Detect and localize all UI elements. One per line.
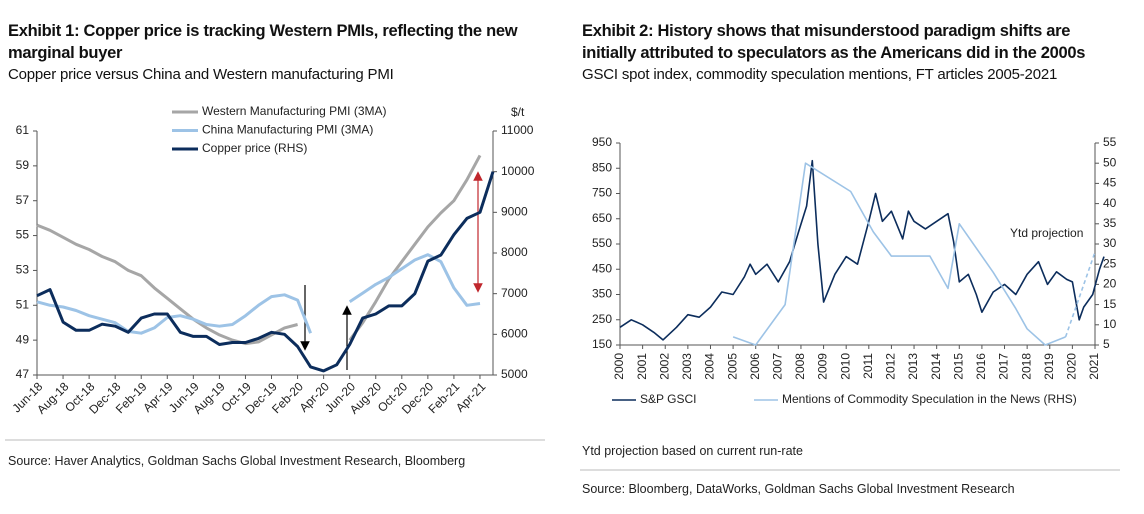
y2-tick-label: 35 xyxy=(1103,216,1117,230)
y-tick-label: 53 xyxy=(16,263,30,277)
y2-tick-label: 50 xyxy=(1103,155,1117,169)
chart-subtitle: GSCI spot index, commodity speculation m… xyxy=(582,66,1058,83)
y-tick-label: 59 xyxy=(16,158,30,172)
series-line xyxy=(36,154,482,346)
legend-label: Copper price (RHS) xyxy=(202,141,307,155)
y-tick-label: 150 xyxy=(592,337,612,351)
y-tick-label: 950 xyxy=(592,135,612,149)
y2-tick-label: 6000 xyxy=(501,327,528,341)
y2-tick-label: 55 xyxy=(1103,135,1117,149)
x-tick-label: 2010 xyxy=(838,353,852,380)
y2-tick-label: 15 xyxy=(1103,297,1117,311)
note: Ytd projection based on current run-rate xyxy=(582,444,803,458)
y-tick-label: 350 xyxy=(592,287,612,301)
x-tick-label: 2009 xyxy=(816,353,830,380)
y-tick-label: 450 xyxy=(592,261,612,275)
y2-tick-label: 40 xyxy=(1103,196,1117,210)
y-tick-label: 49 xyxy=(16,332,30,346)
series-line xyxy=(619,159,1105,341)
x-tick-label: 2001 xyxy=(635,353,649,380)
legend-label: China Manufacturing PMI (3MA) xyxy=(202,123,373,137)
y-tick-label: 51 xyxy=(16,297,30,311)
y2-tick-label: 10000 xyxy=(501,164,535,178)
x-tick-label: 2008 xyxy=(793,353,807,380)
x-tick-label: 2020 xyxy=(1065,353,1079,380)
x-tick-label: 2015 xyxy=(951,353,965,380)
y2-tick-label: 10 xyxy=(1103,317,1117,331)
legend-label: S&P GSCI xyxy=(640,392,696,406)
y2-tick-label: 8000 xyxy=(501,245,528,259)
y-tick-label: 650 xyxy=(592,211,612,225)
x-tick-label: 2006 xyxy=(748,353,762,380)
x-tick-label: 2013 xyxy=(906,353,920,380)
x-tick-label: 2014 xyxy=(929,353,943,380)
series-line xyxy=(36,171,495,373)
x-tick-label: 2004 xyxy=(703,353,717,380)
chart-subtitle: Copper price versus China and Western ma… xyxy=(8,66,394,83)
series-line xyxy=(732,162,1066,346)
y-tick-label: 550 xyxy=(592,236,612,250)
y-tick-label: 55 xyxy=(16,228,30,242)
chart-title: Exhibit 1: Copper price is tracking West… xyxy=(8,22,518,62)
x-tick-label: 2017 xyxy=(997,353,1011,380)
y2-tick-label: 9000 xyxy=(501,205,528,219)
x-tick-label: 2000 xyxy=(612,353,626,380)
y2-axis-label: $/t xyxy=(511,105,525,119)
y2-tick-label: 45 xyxy=(1103,176,1117,190)
y-tick-label: 47 xyxy=(16,367,30,381)
x-tick-label: 2018 xyxy=(1019,353,1033,380)
x-tick-label: 2011 xyxy=(861,353,875,379)
projection-line xyxy=(1064,251,1096,338)
x-tick-label: 2019 xyxy=(1042,353,1056,380)
legend-label: Mentions of Commodity Speculation in the… xyxy=(782,392,1077,406)
x-tick-label: 2012 xyxy=(884,353,898,380)
x-tick-label: 2002 xyxy=(657,353,671,380)
source: Source: Haver Analytics, Goldman Sachs G… xyxy=(8,454,466,468)
legend-label: Western Manufacturing PMI (3MA) xyxy=(202,104,387,118)
y-tick-label: 850 xyxy=(592,160,612,174)
y-tick-label: 250 xyxy=(592,312,612,326)
y2-tick-label: 5000 xyxy=(501,367,528,381)
source: Source: Bloomberg, DataWorks, Goldman Sa… xyxy=(582,482,1015,496)
x-tick-label: 2021 xyxy=(1087,353,1101,380)
chart-title: Exhibit 2: History shows that misunderst… xyxy=(582,22,1086,62)
y-tick-label: 61 xyxy=(16,123,30,137)
y2-tick-label: 30 xyxy=(1103,236,1117,250)
y2-tick-label: 7000 xyxy=(501,286,528,300)
y2-tick-label: 5 xyxy=(1103,337,1110,351)
x-tick-label: 2003 xyxy=(680,353,694,380)
y-tick-label: 750 xyxy=(592,186,612,200)
series-line xyxy=(36,253,481,335)
x-tick-label: 2005 xyxy=(725,353,739,380)
y-tick-label: 57 xyxy=(16,193,30,207)
x-tick-label: 2016 xyxy=(974,353,988,380)
y2-tick-label: 25 xyxy=(1103,256,1117,270)
y2-tick-label: 11000 xyxy=(501,123,534,137)
annotation: Ytd projection xyxy=(1010,226,1083,240)
x-tick-label: Apr-21 xyxy=(453,379,489,415)
y2-tick-label: 20 xyxy=(1103,277,1117,291)
x-tick-label: 2007 xyxy=(771,353,785,380)
